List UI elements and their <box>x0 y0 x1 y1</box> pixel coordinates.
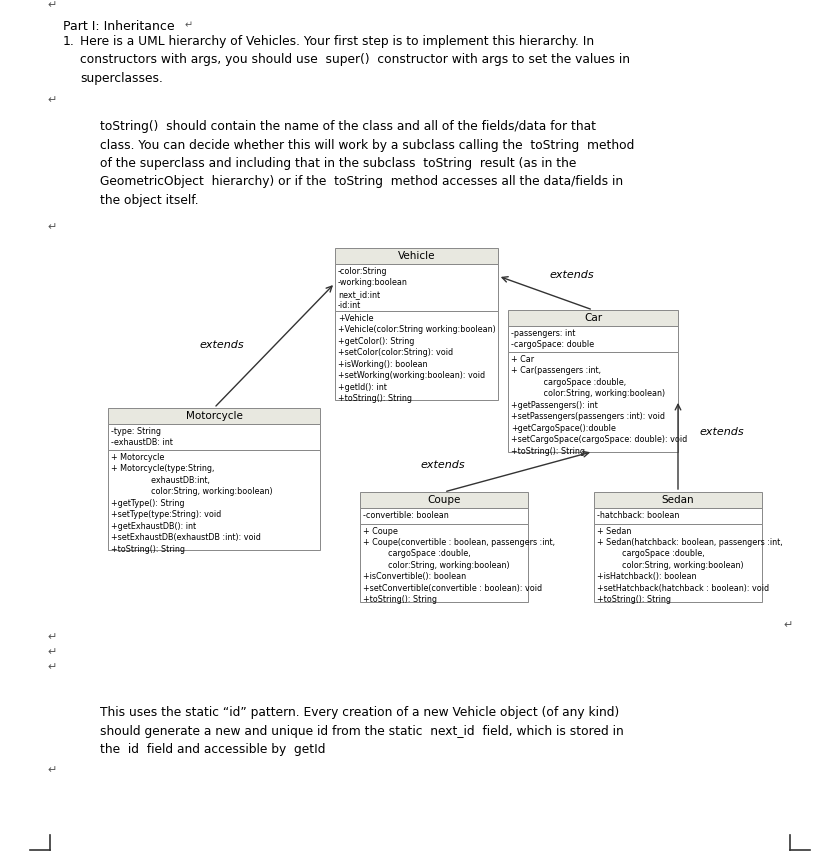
Text: ↵: ↵ <box>47 765 57 775</box>
Text: Sedan: Sedan <box>661 495 694 505</box>
Bar <box>508 310 677 326</box>
Bar <box>593 492 761 508</box>
Bar <box>335 248 497 264</box>
Text: Car: Car <box>583 313 601 323</box>
Text: extends: extends <box>699 427 744 437</box>
Text: ↵: ↵ <box>185 20 193 30</box>
Text: This uses the static “id” pattern. Every creation of a new Vehicle object (of an: This uses the static “id” pattern. Every… <box>100 706 623 756</box>
Text: ↵: ↵ <box>47 632 57 642</box>
Text: Vehicle: Vehicle <box>397 251 435 261</box>
Bar <box>360 508 527 523</box>
Text: extends: extends <box>549 270 594 280</box>
Bar <box>108 450 319 549</box>
Text: + Sedan
+ Sedan(hatchback: boolean, passengers :int,
          cargoSpace :doubl: + Sedan + Sedan(hatchback: boolean, pass… <box>596 526 781 604</box>
Text: ↵: ↵ <box>783 620 792 630</box>
Text: -passengers: int
-cargoSpace: double: -passengers: int -cargoSpace: double <box>510 329 594 350</box>
Text: ↵: ↵ <box>47 95 57 105</box>
Text: ↵: ↵ <box>47 222 57 232</box>
Text: ↵: ↵ <box>47 647 57 657</box>
Text: ↵: ↵ <box>47 662 57 672</box>
Bar <box>335 311 497 400</box>
Text: + Car
+ Car(passengers :int,
             cargoSpace :double,
             color: + Car + Car(passengers :int, cargoSpace … <box>510 355 686 455</box>
Text: toString()  should contain the name of the class and all of the fields/data for : toString() should contain the name of th… <box>100 120 634 207</box>
Bar <box>360 523 527 602</box>
Bar <box>593 523 761 602</box>
Text: -hatchback: boolean: -hatchback: boolean <box>596 511 679 520</box>
Text: extends: extends <box>420 460 464 470</box>
Text: Here is a UML hierarchy of Vehicles. Your first step is to implement this hierar: Here is a UML hierarchy of Vehicles. You… <box>80 35 629 85</box>
Bar <box>508 352 677 451</box>
Text: ↵: ↵ <box>47 0 57 10</box>
Bar <box>360 492 527 508</box>
Text: + Coupe
+ Coupe(convertible : boolean, passengers :int,
          cargoSpace :do: + Coupe + Coupe(convertible : boolean, p… <box>363 526 554 604</box>
Text: -color:String
-working:boolean
next_id:int
-id:int: -color:String -working:boolean next_id:i… <box>337 267 407 310</box>
Text: -convertible: boolean: -convertible: boolean <box>363 511 448 520</box>
Text: 1.: 1. <box>63 35 75 48</box>
Text: Motorcycle: Motorcycle <box>185 411 242 421</box>
Text: Coupe: Coupe <box>427 495 460 505</box>
Bar <box>108 424 319 450</box>
Bar <box>335 264 497 311</box>
Bar <box>108 408 319 424</box>
Bar <box>508 326 677 352</box>
Text: + Motorcycle
+ Motorcycle(type:String,
                exhaustDB:int,
          : + Motorcycle + Motorcycle(type:String, e… <box>111 453 272 554</box>
Bar <box>593 508 761 523</box>
Text: Part I: Inheritance: Part I: Inheritance <box>63 20 174 33</box>
Text: -type: String
-exhaustDB: int: -type: String -exhaustDB: int <box>111 427 173 448</box>
Text: +Vehicle
+Vehicle(color:String working:boolean)
+getColor(): String
+setColor(co: +Vehicle +Vehicle(color:String working:b… <box>337 314 495 403</box>
Text: extends: extends <box>200 340 244 350</box>
